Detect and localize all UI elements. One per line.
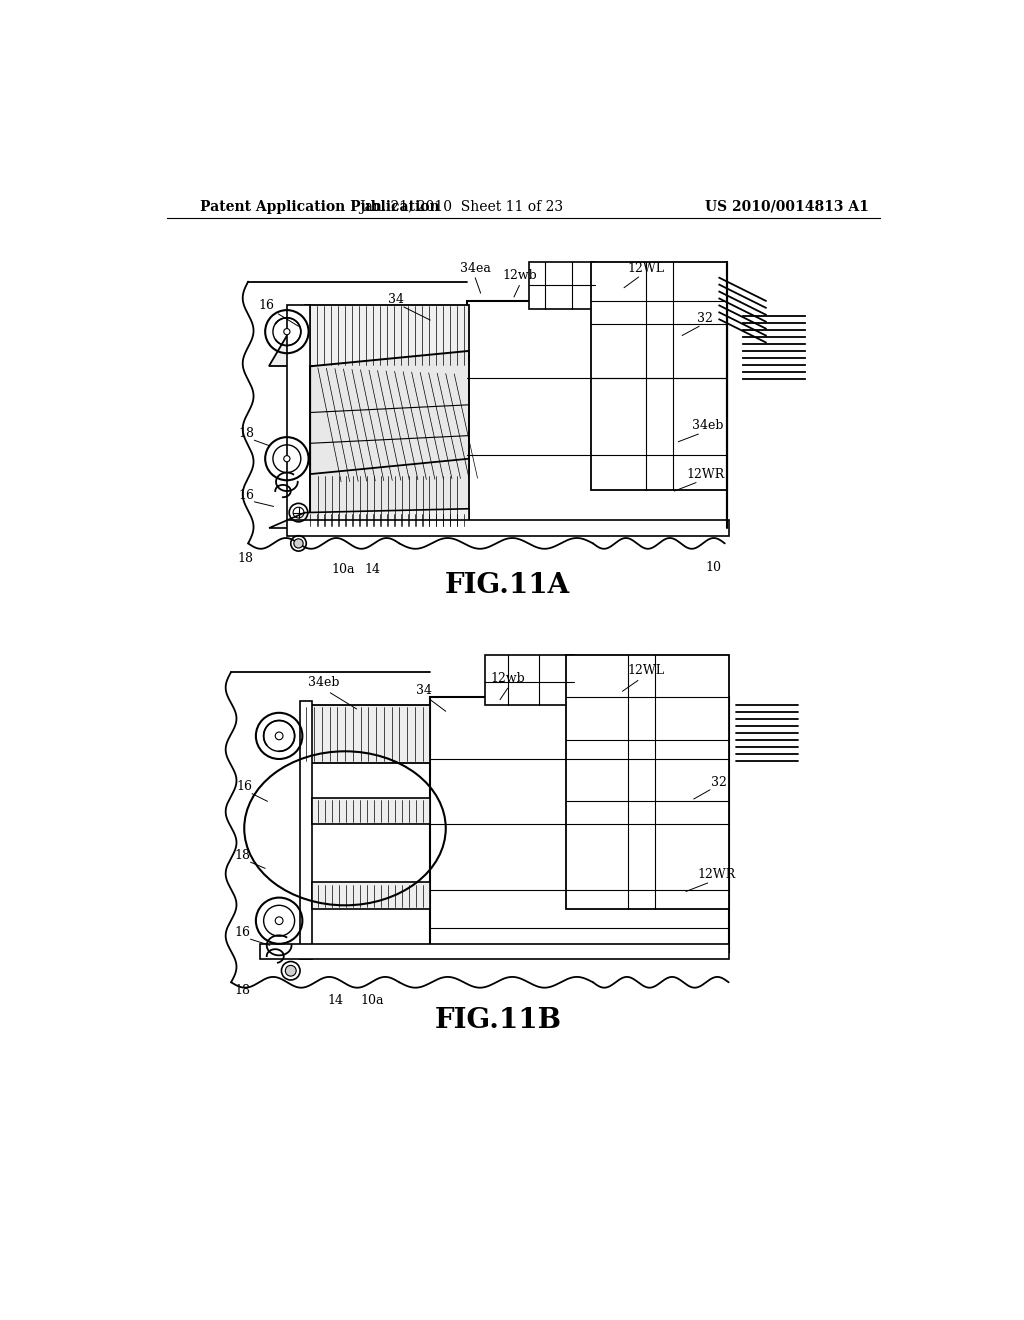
- Text: 32: 32: [697, 312, 714, 325]
- Polygon shape: [566, 655, 729, 909]
- Polygon shape: [467, 301, 727, 528]
- Polygon shape: [260, 944, 729, 960]
- Polygon shape: [592, 263, 727, 490]
- Text: 12WL: 12WL: [627, 261, 665, 275]
- Polygon shape: [430, 697, 729, 952]
- Text: 18: 18: [234, 849, 251, 862]
- Circle shape: [286, 965, 296, 977]
- Text: 16: 16: [258, 300, 274, 313]
- Polygon shape: [269, 508, 469, 528]
- Polygon shape: [301, 705, 430, 763]
- Text: 34: 34: [416, 684, 432, 697]
- Text: 16: 16: [239, 488, 255, 502]
- Polygon shape: [310, 351, 469, 490]
- Text: 12WR: 12WR: [698, 869, 736, 882]
- Text: Jan. 21, 2010  Sheet 11 of 23: Jan. 21, 2010 Sheet 11 of 23: [359, 199, 563, 214]
- Text: 14: 14: [365, 562, 381, 576]
- Text: 34: 34: [388, 293, 404, 306]
- Text: 18: 18: [238, 552, 254, 565]
- Text: 18: 18: [234, 983, 251, 997]
- Text: 34ea: 34ea: [460, 261, 490, 275]
- Circle shape: [284, 329, 290, 335]
- Circle shape: [275, 917, 283, 924]
- Text: US 2010/0014813 A1: US 2010/0014813 A1: [705, 199, 868, 214]
- Polygon shape: [484, 655, 573, 705]
- Polygon shape: [529, 263, 595, 309]
- Text: 16: 16: [237, 780, 252, 793]
- Text: 10a: 10a: [360, 994, 384, 1007]
- Text: 12WL: 12WL: [627, 664, 665, 677]
- Circle shape: [284, 455, 290, 462]
- Text: 12WR: 12WR: [686, 469, 725, 480]
- Text: FIG.11B: FIG.11B: [435, 1007, 562, 1035]
- Polygon shape: [310, 459, 469, 528]
- Polygon shape: [300, 701, 312, 960]
- Circle shape: [275, 733, 283, 739]
- Text: Patent Application Publication: Patent Application Publication: [200, 199, 439, 214]
- Text: 12wb: 12wb: [490, 672, 525, 685]
- Text: 10: 10: [706, 561, 721, 574]
- Text: 10a: 10a: [332, 562, 355, 576]
- Polygon shape: [287, 305, 310, 528]
- Text: 18: 18: [239, 428, 255, 440]
- Polygon shape: [287, 520, 729, 536]
- Polygon shape: [312, 797, 430, 825]
- Text: FIG.11A: FIG.11A: [445, 573, 570, 599]
- Text: 34eb: 34eb: [308, 676, 340, 689]
- Text: 16: 16: [234, 927, 251, 939]
- Text: 14: 14: [328, 994, 344, 1007]
- Circle shape: [294, 539, 303, 548]
- Polygon shape: [312, 882, 430, 909]
- Text: 12wb: 12wb: [502, 269, 537, 282]
- Text: 32: 32: [711, 776, 726, 789]
- Text: 34eb: 34eb: [692, 420, 723, 433]
- Polygon shape: [269, 305, 469, 367]
